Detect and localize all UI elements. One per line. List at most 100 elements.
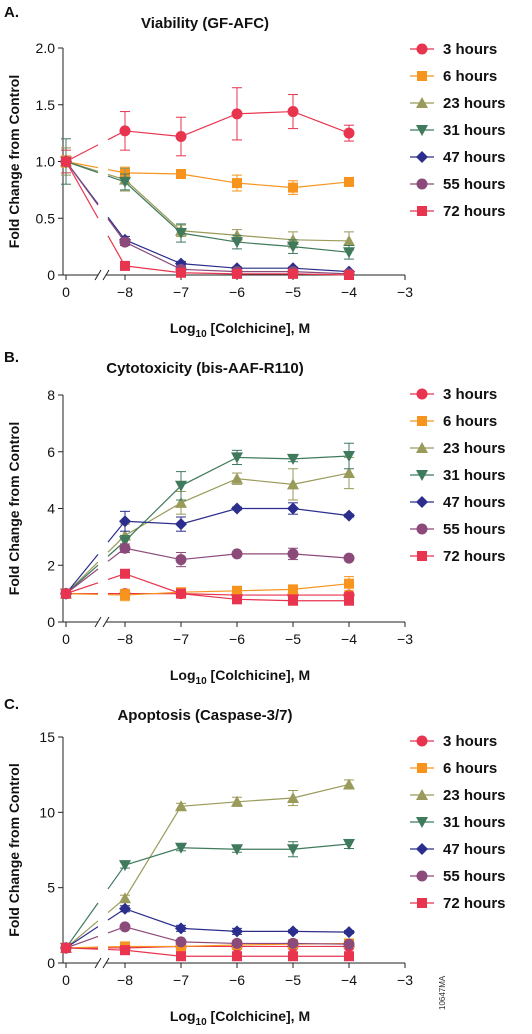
- legend-label: 55 hours: [443, 176, 506, 193]
- data-point: [288, 268, 298, 279]
- x-axis-label-rest: [Colchicine], M: [207, 1008, 310, 1024]
- y-tick-label: 10: [39, 804, 55, 820]
- series-line: [65, 582, 99, 595]
- chart-panel-1: A. Viability (GF-AFC) 0 0.5 1.0 1.5 2.0 0 −8 −7 −6…: [4, 4, 506, 340]
- x-axis-label: Log10 [Colchicine], M: [170, 1008, 310, 1028]
- legend-marker: [416, 442, 428, 453]
- legend-marker: [416, 43, 428, 55]
- legend-label: 47 hours: [443, 149, 506, 166]
- x-axis-label-rest: [Colchicine], M: [207, 667, 310, 683]
- axis-break-mark: [102, 616, 110, 628]
- x-axis-label-main: Log: [170, 1008, 196, 1024]
- data-point: [175, 936, 187, 948]
- x-tick-label: −7: [173, 631, 189, 647]
- legend-marker: [416, 97, 428, 108]
- data-point: [175, 518, 187, 531]
- data-point: [119, 892, 131, 904]
- data-point: [175, 800, 187, 812]
- data-point: [343, 938, 355, 950]
- series-23-hours: [60, 778, 355, 953]
- x-axis-label: Log10 [Colchicine], M: [170, 667, 310, 687]
- legend-label: 23 hours: [443, 440, 506, 457]
- data-point: [119, 176, 131, 188]
- data-point: [119, 536, 131, 548]
- axis-break-mark: [102, 269, 110, 281]
- legend-label: 23 hours: [443, 787, 506, 804]
- y-tick-label: 4: [47, 501, 55, 517]
- data-point: [287, 925, 299, 938]
- data-point: [231, 937, 243, 949]
- series-72-hours: [61, 942, 354, 962]
- data-point: [175, 554, 187, 566]
- legend-label: 72 hours: [443, 895, 506, 912]
- data-point: [288, 951, 298, 962]
- data-point: [119, 125, 131, 137]
- data-point: [232, 594, 242, 605]
- x-tick-label: 0: [62, 284, 70, 300]
- data-point: [175, 496, 187, 508]
- legend-marker: [417, 763, 427, 773]
- data-point: [175, 131, 187, 143]
- legend-label: 3 hours: [443, 733, 497, 750]
- y-tick-label: 0: [47, 267, 55, 283]
- legend-marker: [416, 125, 428, 136]
- legend-label: 6 hours: [443, 760, 497, 777]
- data-point: [287, 937, 299, 949]
- data-point: [175, 842, 187, 854]
- data-point: [287, 106, 299, 118]
- series-6-hours: [61, 938, 354, 953]
- axis-break-mark: [94, 957, 102, 969]
- y-axis-label: Fold Change from Control: [6, 763, 22, 936]
- panel-label: C.: [4, 696, 19, 713]
- legend-marker: [417, 416, 427, 426]
- legend-marker: [416, 817, 428, 828]
- y-tick-label: 0.5: [36, 210, 56, 226]
- y-tick-label: 0: [47, 614, 55, 630]
- data-point: [288, 182, 298, 193]
- legend-marker: [416, 470, 428, 481]
- data-point: [175, 922, 187, 935]
- x-tick-label: −3: [397, 631, 413, 647]
- data-point: [288, 595, 298, 606]
- y-tick-label: 2.0: [36, 40, 56, 56]
- y-tick-label: 8: [47, 387, 55, 403]
- x-tick-label: −4: [341, 631, 357, 647]
- data-point: [231, 452, 243, 464]
- data-point: [120, 260, 130, 271]
- data-point: [343, 247, 355, 259]
- axis-break-mark: [94, 269, 102, 281]
- data-point: [120, 590, 130, 601]
- data-point: [344, 595, 354, 606]
- series-6-hours: [61, 576, 354, 602]
- y-axis-label: Fold Change from Control: [6, 75, 22, 248]
- data-point: [231, 237, 243, 249]
- legend-label: 3 hours: [443, 41, 497, 58]
- legend-marker: [416, 496, 428, 508]
- x-tick-label: −3: [397, 284, 413, 300]
- data-point: [231, 108, 243, 120]
- data-point: [175, 228, 187, 240]
- y-axis-label: Fold Change from Control: [6, 422, 22, 595]
- series-31-hours: [60, 838, 355, 954]
- chart-panel-3: C. Apoptosis (Caspase-3/7) 0 5 10 15 0 −8 −7 −6 −5…: [4, 696, 506, 1028]
- series-23-hours: [60, 456, 355, 599]
- legend-marker: [416, 870, 428, 882]
- data-point: [232, 951, 242, 962]
- data-point: [232, 178, 242, 189]
- series-line: [65, 926, 99, 949]
- data-point: [344, 270, 354, 280]
- data-point: [343, 467, 355, 479]
- y-tick-label: 15: [39, 729, 55, 745]
- chart-panel-2: B. Cytotoxicity (bis-AAF-R110) 0 2 4 6 8 0 −8 −7 −…: [4, 349, 506, 687]
- series-line: [65, 161, 99, 206]
- chart-title: Apoptosis (Caspase-3/7): [117, 707, 292, 724]
- data-point: [343, 552, 355, 564]
- legend-marker: [416, 178, 428, 190]
- series-line: [65, 144, 99, 163]
- legend-marker: [416, 151, 428, 163]
- legend-marker: [417, 71, 427, 81]
- x-axis-label-rest: [Colchicine], M: [207, 320, 310, 336]
- series-72-hours: [61, 156, 354, 280]
- y-tick-label: 5: [47, 880, 55, 896]
- legend-marker: [416, 523, 428, 535]
